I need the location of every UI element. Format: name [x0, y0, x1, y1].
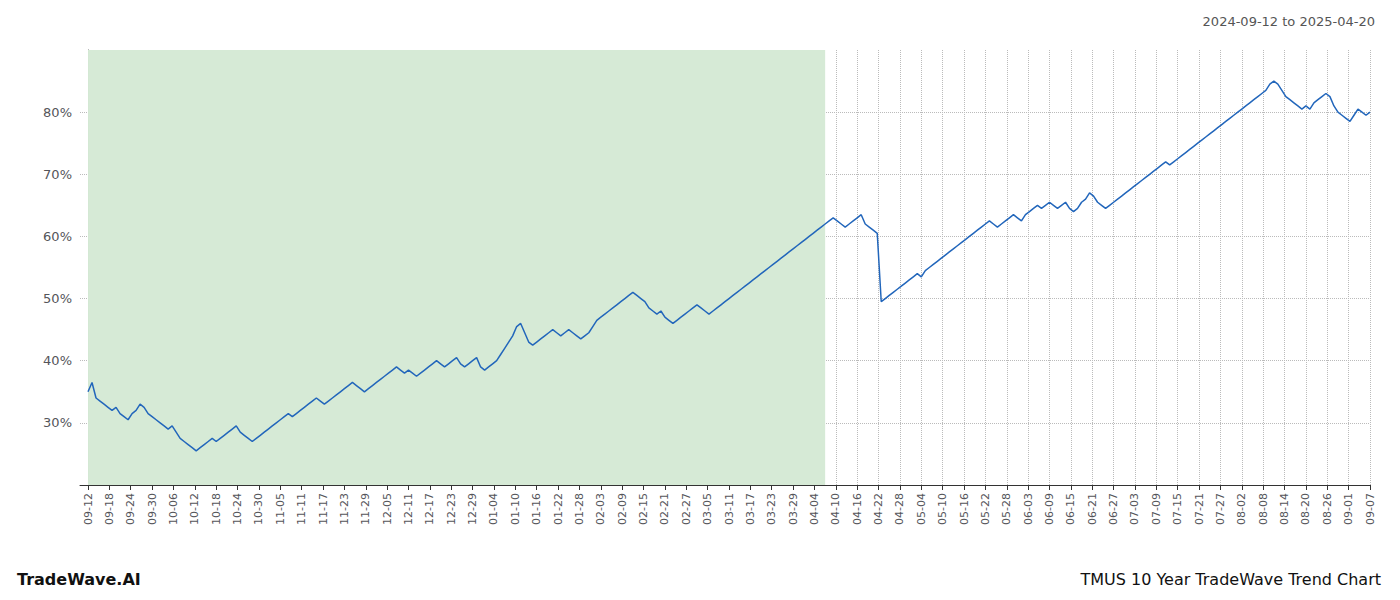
svg-text:01-04: 01-04: [487, 493, 500, 525]
svg-text:12-23: 12-23: [445, 493, 458, 525]
svg-text:05-16: 05-16: [958, 493, 971, 525]
svg-text:08-26: 08-26: [1321, 493, 1334, 525]
svg-text:11-17: 11-17: [317, 493, 330, 525]
svg-text:07-15: 07-15: [1171, 493, 1184, 525]
svg-text:04-04: 04-04: [808, 493, 821, 525]
svg-text:10-12: 10-12: [188, 493, 201, 525]
svg-text:10-06: 10-06: [167, 493, 180, 525]
svg-text:05-04: 05-04: [915, 493, 928, 525]
svg-text:10-24: 10-24: [231, 493, 244, 525]
svg-text:02-09: 02-09: [616, 493, 629, 525]
svg-text:05-28: 05-28: [1000, 493, 1013, 525]
svg-text:30%: 30%: [43, 415, 72, 430]
svg-text:10-18: 10-18: [210, 493, 223, 525]
svg-text:40%: 40%: [43, 353, 72, 368]
svg-text:03-23: 03-23: [765, 493, 778, 525]
svg-text:06-09: 06-09: [1043, 493, 1056, 525]
svg-text:02-21: 02-21: [658, 493, 671, 525]
svg-text:08-20: 08-20: [1299, 493, 1312, 525]
svg-text:04-22: 04-22: [872, 493, 885, 525]
svg-text:09-30: 09-30: [146, 493, 159, 525]
svg-text:01-28: 01-28: [573, 493, 586, 525]
svg-text:12-05: 12-05: [381, 493, 394, 525]
svg-text:12-17: 12-17: [423, 493, 436, 525]
svg-text:07-27: 07-27: [1214, 493, 1227, 525]
svg-text:06-15: 06-15: [1064, 493, 1077, 525]
svg-text:11-29: 11-29: [359, 493, 372, 525]
svg-text:04-28: 04-28: [893, 493, 906, 525]
svg-text:11-05: 11-05: [274, 493, 287, 525]
svg-text:60%: 60%: [43, 229, 72, 244]
svg-text:09-12: 09-12: [82, 493, 95, 525]
svg-text:50%: 50%: [43, 291, 72, 306]
svg-text:02-03: 02-03: [594, 493, 607, 525]
svg-text:06-27: 06-27: [1107, 493, 1120, 525]
svg-text:08-08: 08-08: [1257, 493, 1270, 525]
svg-text:10-30: 10-30: [252, 493, 265, 525]
svg-text:80%: 80%: [43, 105, 72, 120]
svg-text:07-03: 07-03: [1128, 493, 1141, 525]
svg-text:11-23: 11-23: [338, 493, 351, 525]
svg-text:04-16: 04-16: [851, 493, 864, 525]
svg-text:09-07: 09-07: [1364, 493, 1377, 525]
svg-text:06-03: 06-03: [1022, 493, 1035, 525]
svg-text:02-27: 02-27: [680, 493, 693, 525]
svg-text:04-10: 04-10: [829, 493, 842, 525]
svg-text:09-01: 09-01: [1342, 493, 1355, 525]
svg-text:TradeWave.AI: TradeWave.AI: [17, 570, 141, 589]
svg-text:11-11: 11-11: [295, 493, 308, 525]
svg-text:03-11: 03-11: [723, 493, 736, 525]
svg-text:05-10: 05-10: [936, 493, 949, 525]
svg-text:01-10: 01-10: [509, 493, 522, 525]
svg-text:2024-09-12 to 2025-04-20: 2024-09-12 to 2025-04-20: [1203, 14, 1375, 29]
svg-text:03-05: 03-05: [701, 493, 714, 525]
svg-text:TMUS 10 Year TradeWave Trend C: TMUS 10 Year TradeWave Trend Chart: [1079, 570, 1381, 589]
svg-text:12-29: 12-29: [466, 493, 479, 525]
svg-text:06-21: 06-21: [1086, 493, 1099, 525]
svg-text:01-16: 01-16: [530, 493, 543, 525]
svg-text:05-22: 05-22: [979, 493, 992, 525]
svg-text:08-14: 08-14: [1278, 493, 1291, 525]
svg-text:07-21: 07-21: [1193, 493, 1206, 525]
svg-text:12-11: 12-11: [402, 493, 415, 525]
svg-text:07-09: 07-09: [1150, 493, 1163, 525]
svg-text:09-18: 09-18: [103, 493, 116, 525]
svg-text:03-29: 03-29: [787, 493, 800, 525]
svg-text:08-02: 08-02: [1235, 493, 1248, 525]
svg-text:01-22: 01-22: [552, 493, 565, 525]
svg-text:70%: 70%: [43, 167, 72, 182]
svg-text:03-17: 03-17: [744, 493, 757, 525]
svg-text:09-24: 09-24: [124, 493, 137, 525]
svg-text:02-15: 02-15: [637, 493, 650, 525]
